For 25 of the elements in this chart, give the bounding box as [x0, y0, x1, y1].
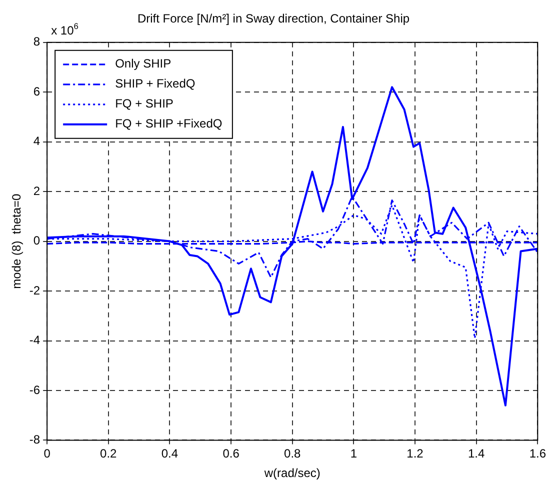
y-tick-label: 4 [33, 134, 40, 148]
x-tick-label: 0.4 [161, 446, 178, 461]
x-tick-label: 1.2 [406, 446, 424, 461]
y-tick-label: -8 [29, 432, 40, 447]
y-tick-label: 0 [33, 234, 40, 248]
legend-label: Only SHIP [115, 56, 172, 71]
legend-label: SHIP + FixedQ [115, 76, 196, 91]
chart-title: Drift Force [N/m²] in Sway direction, Container Ship [137, 12, 410, 26]
y-tick-label: -6 [29, 382, 40, 397]
y-axis-title: mode (8) theta=0 [10, 193, 24, 289]
x-tick-label: 1 [350, 446, 358, 461]
legend-label: FQ + SHIP [115, 96, 174, 111]
x-tick-label: 0.6 [222, 446, 240, 461]
y-tick-label: -2 [29, 283, 40, 298]
y-tick-label: -4 [29, 333, 40, 348]
x-tick-label: 1.4 [468, 446, 485, 461]
y-tick-label: 6 [33, 84, 40, 98]
x-axis-title: w(rad/sec) [263, 466, 320, 480]
x-tick-label: 1.6 [529, 446, 546, 461]
x-tick-label: 0 [44, 446, 51, 461]
legend-label: FQ + SHIP +FixedQ [115, 116, 222, 131]
y-tick-label: 2 [33, 184, 40, 198]
y-tick-label: 8 [33, 34, 40, 49]
x-tick-label: 0.8 [284, 446, 302, 461]
x-tick-label: 0.2 [100, 446, 118, 461]
